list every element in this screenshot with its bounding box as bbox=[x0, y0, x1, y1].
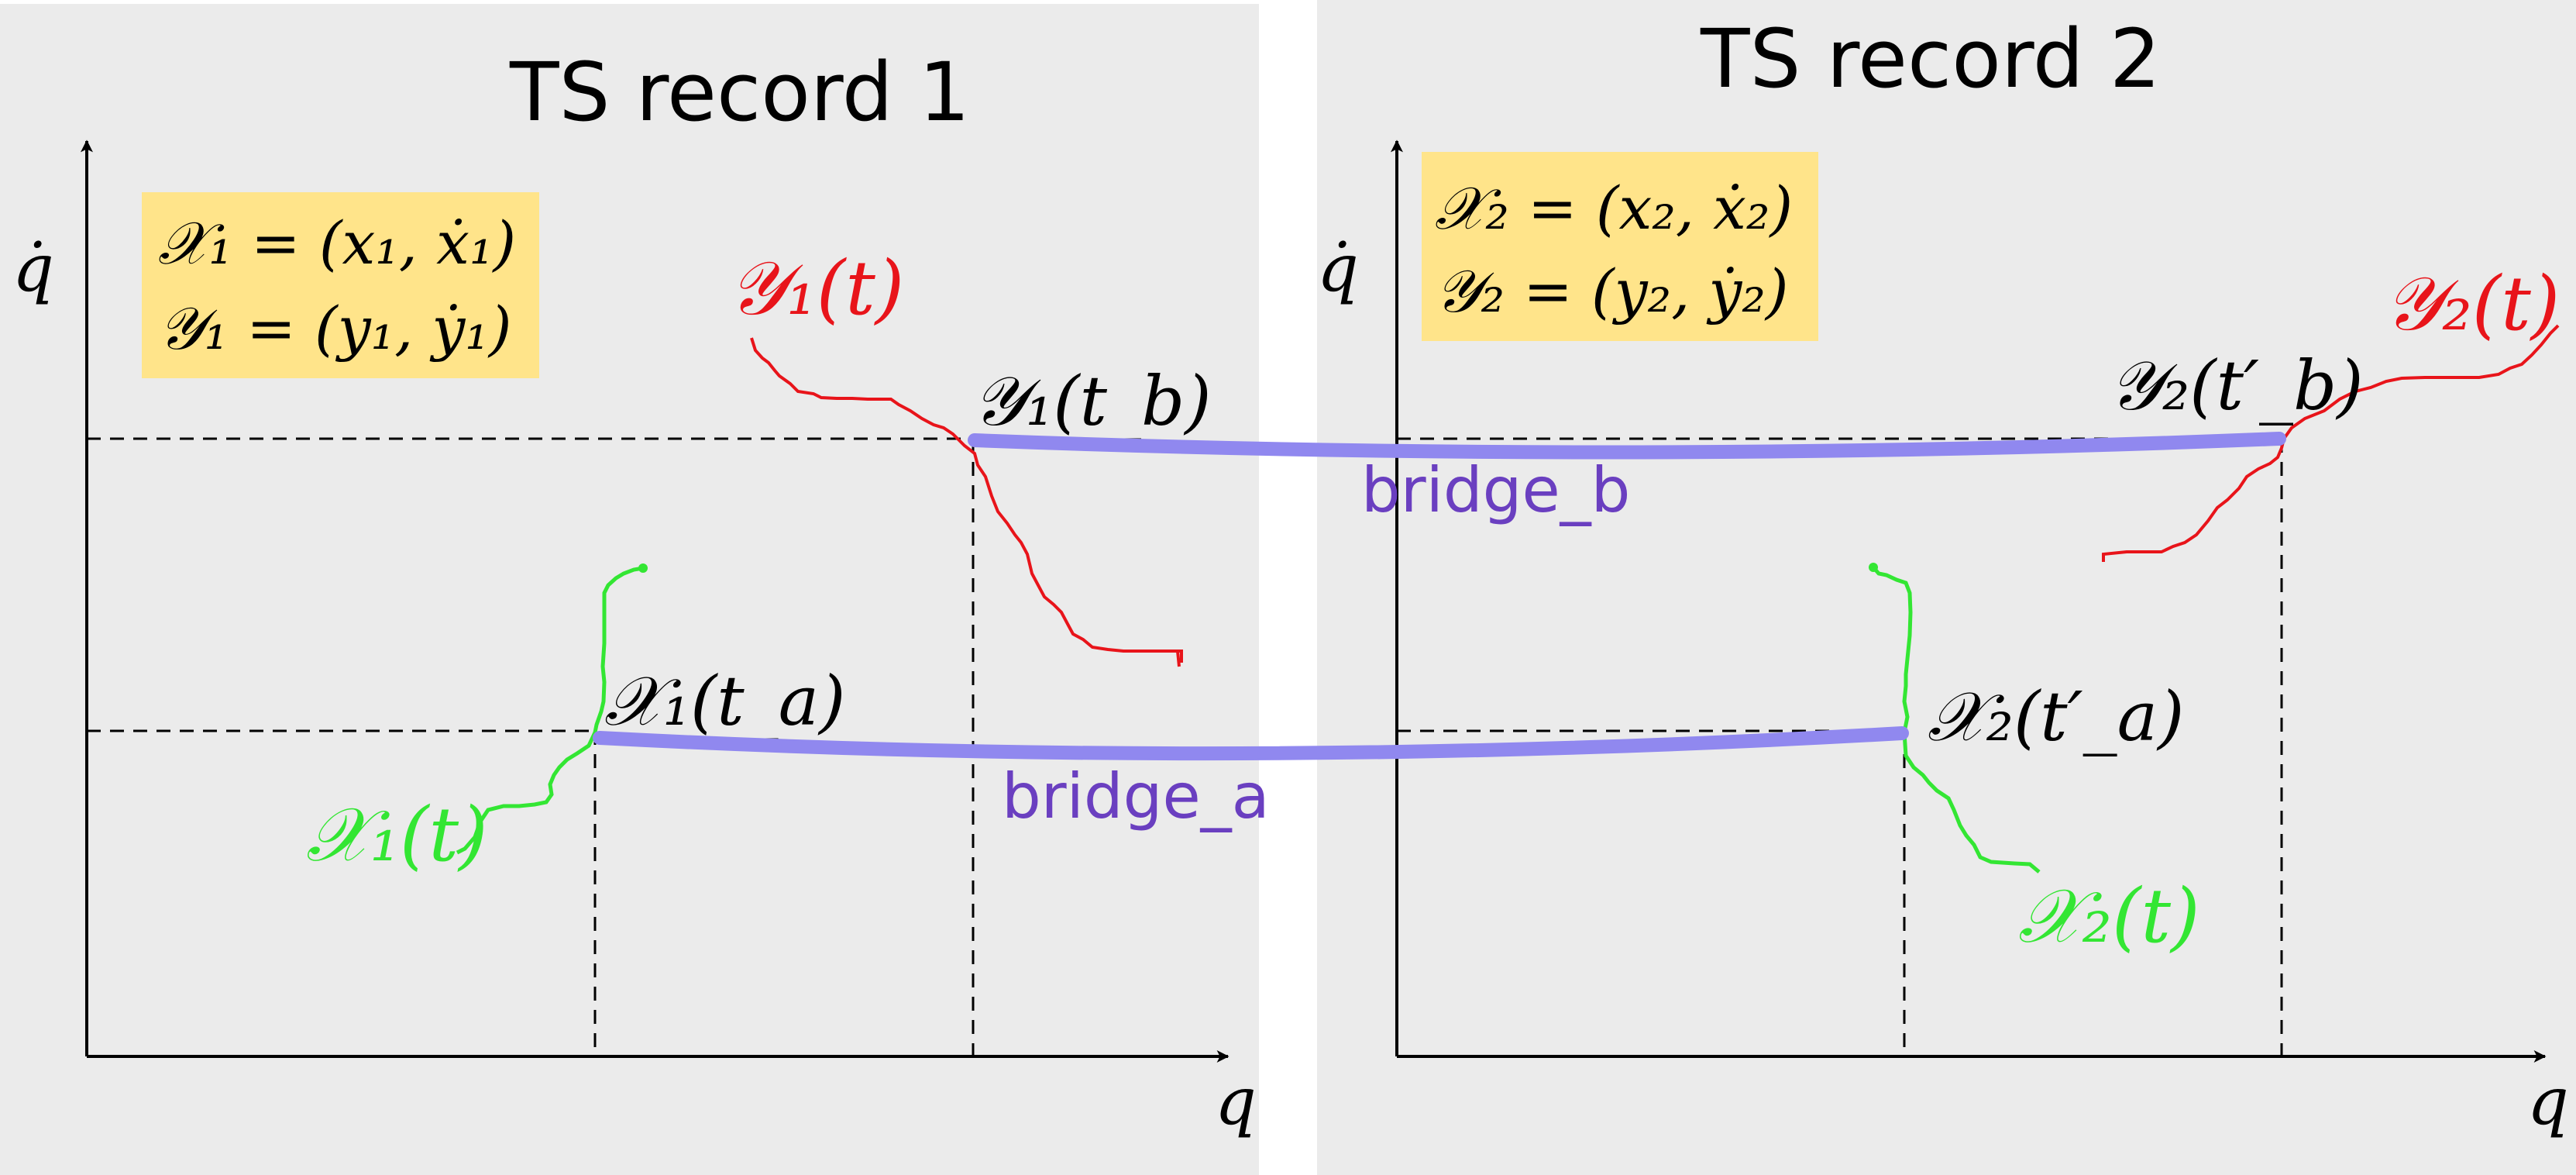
panel2-definition-box bbox=[1422, 152, 1818, 341]
panel1-box-line-2: 𝒴₁ = (y₁, ẏ₁) bbox=[158, 294, 511, 363]
panel2-x-point-label: 𝒳₂(t′_a) bbox=[1928, 677, 2184, 756]
panel1-y-curve-label: 𝒴₁(t) bbox=[728, 245, 904, 332]
panel2-x-axis-label: q bbox=[2527, 1063, 2569, 1139]
panel1-x-trajectory-start bbox=[638, 563, 648, 573]
panel1-y-point-label: 𝒴₁(t_b) bbox=[972, 361, 1212, 441]
panel1-definition-box bbox=[142, 192, 539, 378]
panel1-title: TS record 1 bbox=[509, 45, 970, 140]
panel1-x-trajectory bbox=[456, 566, 644, 855]
panel1-y-trajectory bbox=[750, 337, 1183, 667]
panel1-background bbox=[0, 4, 1259, 1175]
panel2-title: TS record 2 bbox=[1700, 12, 2161, 106]
bridge-b-label: bridge_b bbox=[1361, 454, 1630, 526]
panel2-y-point-label: 𝒴₂(t′_b) bbox=[2109, 346, 2364, 426]
bridge-a-line bbox=[593, 726, 1909, 761]
panel2-y-axis-label: q̇ bbox=[1317, 230, 1359, 306]
panel1-box-line-1: 𝒳₁ = (x₁, ẋ₁) bbox=[158, 208, 516, 277]
panel1-x-point-label: 𝒳₁(t_a) bbox=[604, 661, 845, 741]
panel2-box-line-2: 𝒴₂ = (y₂, ẏ₂) bbox=[1435, 257, 1788, 326]
panel1-x-axis-label: q bbox=[1215, 1063, 1257, 1139]
bridge-a-label: bridge_a bbox=[1002, 760, 1270, 832]
panel2-x-trajectory bbox=[1872, 566, 2041, 873]
panel2-x-curve-label: 𝒳₂(t) bbox=[2018, 873, 2200, 960]
panel2-x-trajectory-start bbox=[1869, 563, 1878, 572]
panel2-box-line-1: 𝒳₂ = (x₂, ẋ₂) bbox=[1435, 174, 1793, 243]
panel2-y-trajectory bbox=[2102, 324, 2560, 562]
panel1-x-curve-label: 𝒳₁(t) bbox=[306, 791, 488, 878]
panel1-y-axis-label: q̇ bbox=[12, 230, 54, 306]
bridge-b-line bbox=[968, 432, 2286, 460]
panel2-y-curve-label: 𝒴₂(t) bbox=[2384, 260, 2560, 347]
